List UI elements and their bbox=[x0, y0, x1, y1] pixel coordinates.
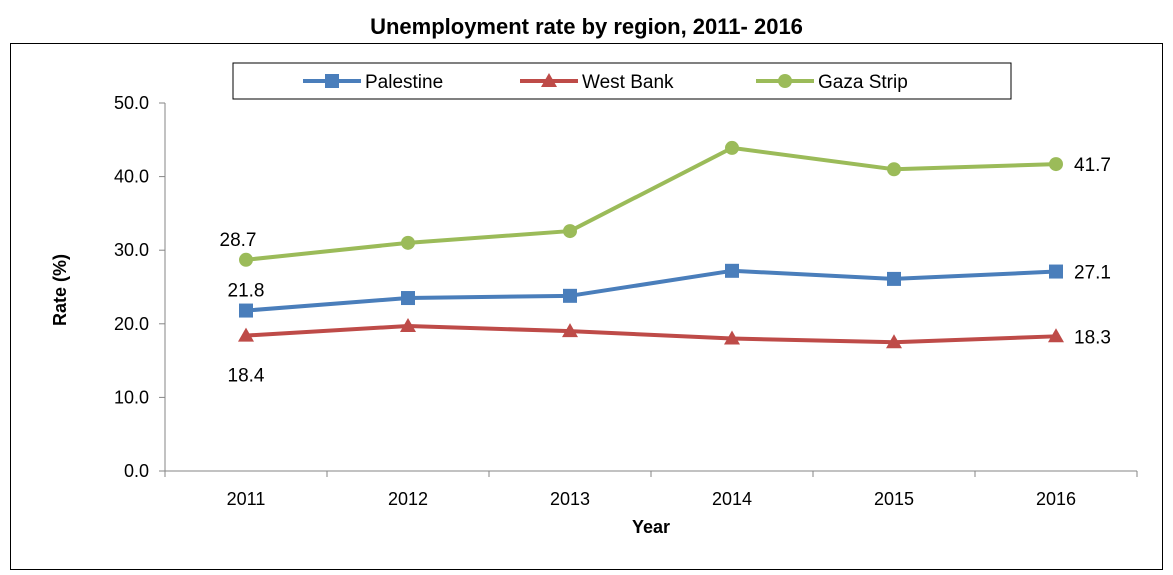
y-tick-label: 30.0 bbox=[114, 240, 149, 260]
x-tick-label: 2014 bbox=[712, 489, 752, 509]
data-label-gaza-strip: 41.7 bbox=[1074, 155, 1111, 176]
legend-box bbox=[232, 62, 1012, 100]
data-point-west-bank bbox=[238, 327, 254, 342]
data-point-gaza-strip bbox=[725, 140, 739, 155]
legend-label-gaza-strip: Gaza Strip bbox=[818, 72, 908, 93]
data-label-west-bank: 18.4 bbox=[228, 366, 265, 387]
x-axis-title: Year bbox=[632, 517, 670, 537]
x-tick-label: 2011 bbox=[227, 489, 266, 509]
y-tick-label: 40.0 bbox=[114, 167, 149, 187]
data-point-palestine bbox=[563, 288, 577, 303]
series-line-west-bank bbox=[245, 324, 1057, 345]
legend-label-palestine: Palestine bbox=[365, 72, 443, 93]
series-line-gaza-strip bbox=[245, 145, 1057, 262]
chart-title: Unemployment rate by region, 2011- 2016 bbox=[370, 14, 803, 39]
data-point-gaza-strip bbox=[887, 162, 901, 177]
legend-marker-palestine bbox=[325, 74, 339, 88]
data-point-palestine bbox=[401, 291, 415, 306]
data-point-gaza-strip bbox=[239, 252, 253, 267]
y-tick-label: 10.0 bbox=[114, 387, 149, 407]
legend-marker-west-bank bbox=[541, 73, 557, 87]
data-label-gaza-strip: 28.7 bbox=[220, 230, 257, 251]
data-point-palestine bbox=[239, 303, 253, 318]
data-point-gaza-strip bbox=[563, 224, 577, 239]
data-point-palestine bbox=[725, 263, 739, 278]
series-line-palestine bbox=[245, 268, 1057, 313]
legend-label-west-bank: West Bank bbox=[582, 72, 674, 93]
data-point-west-bank bbox=[1048, 328, 1064, 343]
data-point-gaza-strip bbox=[1049, 157, 1063, 172]
x-tick-label: 2012 bbox=[388, 489, 428, 509]
x-tick-label: 2013 bbox=[550, 489, 590, 509]
x-tick-label: 2015 bbox=[874, 489, 914, 509]
data-label-palestine: 21.8 bbox=[228, 281, 265, 302]
data-point-west-bank bbox=[886, 334, 902, 349]
data-point-palestine bbox=[1049, 264, 1063, 279]
data-point-gaza-strip bbox=[401, 235, 415, 250]
chart-frame bbox=[10, 43, 1163, 570]
y-tick-label: 50.0 bbox=[114, 93, 149, 113]
data-point-west-bank bbox=[400, 318, 416, 333]
data-label-palestine: 27.1 bbox=[1074, 263, 1111, 284]
data-label-west-bank: 18.3 bbox=[1074, 327, 1111, 348]
y-tick-label: 0.0 bbox=[124, 461, 149, 481]
legend-marker-gaza-strip bbox=[778, 74, 792, 88]
y-tick-label: 20.0 bbox=[114, 314, 149, 334]
y-axis-title: Rate (%) bbox=[50, 254, 70, 326]
data-point-west-bank bbox=[724, 330, 740, 345]
x-tick-label: 2016 bbox=[1036, 489, 1076, 509]
data-point-palestine bbox=[887, 271, 901, 286]
data-point-west-bank bbox=[562, 323, 578, 338]
